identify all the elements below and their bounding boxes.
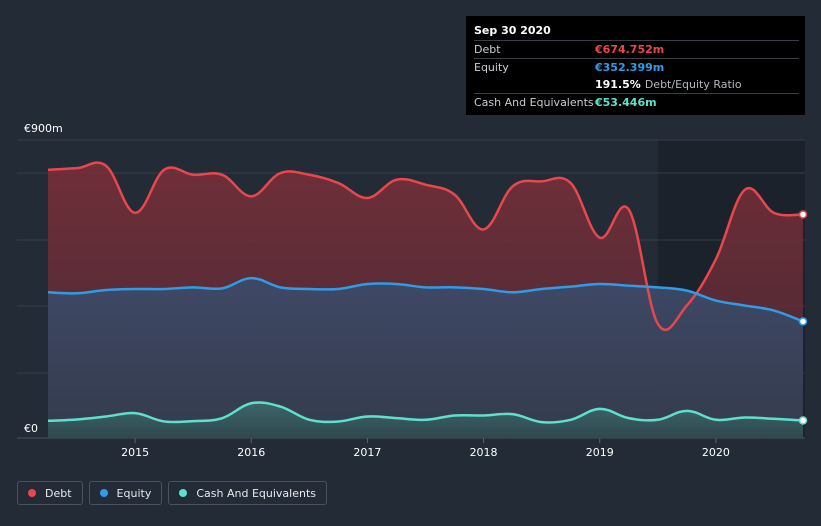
tooltip-value: €352.399m — [595, 61, 665, 74]
endpoint-equity — [798, 317, 808, 326]
series-areas — [48, 162, 803, 438]
legend: Debt Equity Cash And Equivalents — [17, 481, 327, 505]
y-axis-label-max: €900m — [24, 122, 63, 135]
tooltip-value: 191.5% — [595, 78, 641, 91]
tooltip-key: Cash And Equivalents — [474, 96, 594, 109]
area-equity — [48, 278, 803, 438]
legend-dot-icon — [99, 489, 108, 497]
tooltip-row-debt: Debt €674.752m — [474, 40, 799, 58]
legend-item-cash[interactable]: Cash And Equivalents — [168, 481, 327, 505]
x-tick-label: 2019 — [586, 446, 614, 459]
legend-label: Debt — [45, 486, 72, 500]
line-cash — [47, 401, 804, 424]
legend-item-equity[interactable]: Equity — [88, 481, 163, 505]
legend-dot-icon — [179, 489, 188, 497]
tooltip-row-equity: Equity €352.399m — [474, 58, 799, 76]
series-lines — [47, 161, 804, 424]
tooltip-key — [474, 76, 595, 93]
x-axis-ticks: 2015 2016 2017 2018 2019 2020 — [121, 438, 730, 459]
endpoint-debt — [798, 210, 808, 219]
tooltip-date: Sep 30 2020 — [474, 24, 551, 37]
tooltip-key: Equity — [474, 61, 509, 74]
tooltip-panel: Sep 30 2020 Debt €674.752m Equity €352.3… — [466, 16, 805, 115]
tooltip-value: €53.446m — [595, 96, 657, 109]
tooltip-row-ratio: 191.5% Debt/Equity Ratio — [474, 76, 799, 93]
line-debt — [47, 161, 804, 332]
line-equity — [47, 276, 804, 323]
endpoint-cash — [798, 416, 808, 425]
x-tick-label: 2016 — [237, 446, 265, 459]
series-endpoints — [798, 210, 808, 425]
tooltip-row-cash: Cash And Equivalents €53.446m — [474, 93, 799, 111]
y-axis-label-min: €0 — [24, 422, 38, 435]
tooltip-sub: Debt/Equity Ratio — [644, 78, 742, 91]
x-tick-label: 2020 — [702, 446, 730, 459]
legend-label: Equity — [116, 486, 152, 500]
x-tick-label: 2015 — [121, 446, 149, 459]
legend-item-debt[interactable]: Debt — [17, 481, 83, 505]
legend-dot-icon — [28, 489, 36, 497]
x-tick-label: 2017 — [353, 446, 381, 459]
legend-label: Cash And Equivalents — [196, 486, 316, 500]
x-tick-label: 2018 — [470, 446, 498, 459]
tooltip-value: €674.752m — [595, 43, 665, 56]
tooltip-key: Debt — [474, 43, 501, 56]
